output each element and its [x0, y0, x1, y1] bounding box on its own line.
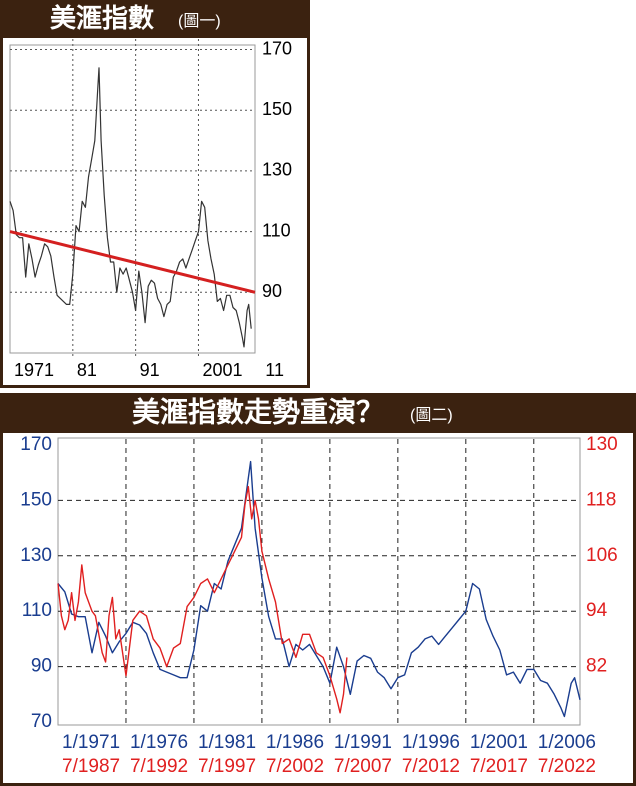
x-tick-label: 91: [140, 360, 160, 380]
y-tick-label: 90: [262, 281, 282, 301]
data-line: [57, 485, 348, 714]
x2-tick-label: 7/1997: [198, 756, 256, 777]
x-tick-label: 2001: [202, 360, 242, 380]
x2-tick-label: 7/1987: [62, 756, 120, 777]
data-line: [9, 230, 256, 294]
chart-subtitle: (圖二): [410, 407, 453, 424]
chart-subtitle: (圖一): [178, 13, 221, 30]
x2-tick-label: 7/2007: [334, 756, 392, 777]
x2-tick-label: 7/1992: [130, 756, 188, 777]
x2-tick-label: 7/2002: [266, 756, 324, 777]
x2-tick-label: 7/2012: [402, 756, 460, 777]
x-tick-label: 1/1996: [402, 732, 460, 753]
y-tick-label: 130: [20, 545, 52, 566]
y-tick-label: 130: [262, 160, 292, 180]
title-bar-2: [0, 393, 636, 433]
x-tick-label: 1/1976: [130, 732, 188, 753]
panel-1: [0, 0, 310, 388]
panel-2: [0, 393, 636, 786]
y2-tick-label: 130: [586, 434, 618, 455]
x-tick-label: 1/2001: [470, 732, 528, 753]
x-tick-label: 1/1986: [266, 732, 324, 753]
y2-tick-label: 94: [586, 600, 608, 621]
y-tick-label: 150: [262, 99, 292, 119]
x-tick-label: 1/2006: [538, 732, 596, 753]
y2-tick-label: 82: [586, 656, 607, 677]
y-tick-label: 110: [22, 600, 52, 621]
title-bar-1: [0, 0, 310, 38]
y2-tick-label: 118: [586, 489, 616, 510]
x-tick-label: 1971: [14, 360, 54, 380]
x-tick-label: 1/1991: [334, 732, 392, 753]
x-tick-label: 11: [265, 360, 284, 380]
y-tick-label: 150: [20, 489, 52, 510]
y-tick-label: 170: [20, 434, 52, 455]
y2-tick-label: 106: [586, 545, 618, 566]
y-tick-label: 170: [262, 38, 292, 58]
data-line: [9, 67, 252, 348]
plot-frame-2: [57, 437, 581, 726]
x2-tick-label: 7/2017: [470, 756, 528, 777]
plot-frame-1: [9, 44, 256, 354]
y-tick-label: 70: [31, 711, 52, 732]
y-tick-label: 90: [31, 656, 52, 677]
x-tick-label: 1/1971: [62, 732, 120, 753]
x-tick-label: 1/1981: [198, 732, 256, 753]
data-line: [57, 460, 581, 718]
y-tick-label: 110: [262, 220, 291, 240]
x-tick-label: 81: [77, 360, 97, 380]
chart-title: 美滙指數: [50, 3, 154, 33]
chart-title: 美滙指數走勢重演？: [132, 395, 384, 427]
x2-tick-label: 7/2022: [538, 756, 596, 777]
